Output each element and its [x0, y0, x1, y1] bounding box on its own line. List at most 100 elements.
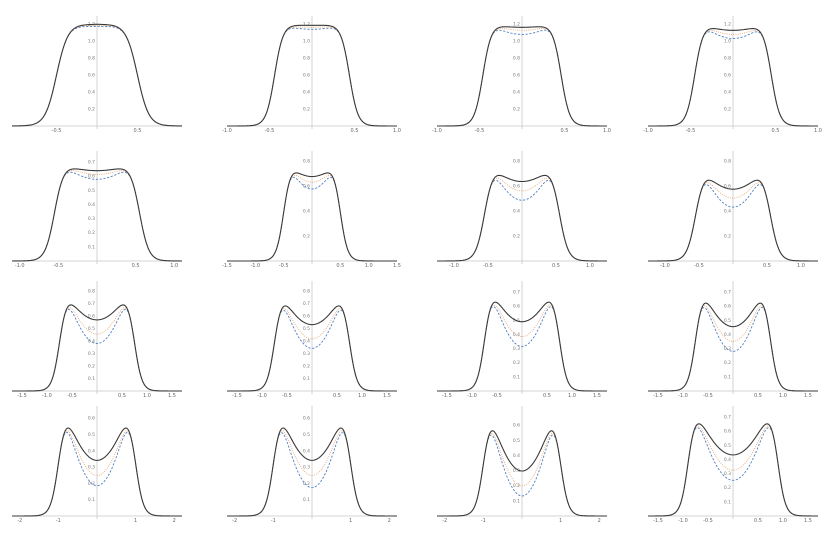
x-tick-label: -1 [481, 518, 486, 524]
y-tick-label: 0.5 [513, 438, 520, 444]
x-tick-label: -1.0 [15, 263, 25, 269]
y-tick-label: 0.8 [303, 56, 310, 62]
series-line-solid [437, 301, 607, 392]
y-tick-label: 0.4 [513, 90, 520, 96]
x-tick-label: -0.5 [265, 128, 275, 134]
y-tick-label: 0.6 [88, 416, 95, 422]
y-tick-label: 0.4 [303, 90, 310, 96]
y-tick-label: 0.8 [513, 159, 520, 165]
x-tick-label: -1.0 [678, 393, 688, 399]
y-tick-label: 0.4 [303, 339, 310, 345]
x-tick-label: -2 [442, 518, 447, 524]
y-tick-label: 0.5 [724, 443, 731, 449]
y-tick-label: 0.4 [88, 448, 95, 454]
y-tick-label: 0.4 [88, 339, 95, 345]
y-tick-label: 0.6 [513, 184, 520, 190]
y-tick-label: 0.6 [303, 314, 310, 320]
x-tick-label: -0.5 [282, 393, 292, 399]
y-tick-label: 0.1 [513, 374, 520, 380]
x-tick-label: 1.5 [804, 518, 812, 524]
chart-panel-5: -1.0 -0.5 0.5 1.0 0.1 0.2 0.3 0.4 0.5 0.6 0.7 [12, 151, 182, 269]
x-tick-label: -1.0 [432, 128, 442, 134]
y-tick-label: 0.3 [303, 465, 310, 471]
x-tick-label: -0.5 [492, 393, 502, 399]
x-tick-label: -0.5 [67, 393, 77, 399]
x-tick-label: 1.0 [170, 263, 178, 269]
series-line-solid [648, 179, 818, 262]
y-tick-label: 0.5 [88, 188, 95, 194]
x-tick-label: 1.0 [814, 128, 822, 134]
y-tick-label: 0.4 [88, 90, 95, 96]
y-tick-label: 0.6 [724, 304, 731, 310]
y-tick-label: 0.5 [303, 326, 310, 332]
x-tick-label: 1.0 [393, 128, 401, 134]
y-tick-label: 0.1 [88, 376, 95, 382]
x-tick-label: -0.5 [483, 263, 493, 269]
y-tick-label: 0.6 [88, 174, 95, 180]
y-tick-label: 0.3 [88, 465, 95, 471]
x-tick-label: -1.0 [678, 518, 688, 524]
y-tick-label: 0.8 [724, 159, 731, 165]
series-line-solid [227, 172, 397, 262]
x-tick-label: 1.0 [358, 393, 366, 399]
y-tick-label: 0.4 [303, 209, 310, 215]
y-tick-label: 0.1 [303, 497, 310, 503]
y-tick-label: 0.1 [724, 499, 731, 505]
chart-panel-7: -1.0 -0.5 0.5 1.0 0.2 0.4 0.6 0.8 [437, 151, 607, 269]
y-tick-label: 0.1 [724, 374, 731, 380]
chart-panel-12: -1.5 -1.0 -0.5 0.5 1.0 1.50.10.20.30.40.50.60… [648, 281, 818, 399]
y-tick-label: 0.7 [724, 290, 731, 296]
y-tick-label: 0.3 [513, 346, 520, 352]
x-tick-label: 1 [134, 518, 137, 524]
y-tick-label: 0.4 [303, 448, 310, 454]
x-tick-label: -1.5 [17, 393, 27, 399]
y-tick-label: 0.2 [724, 234, 731, 240]
y-tick-label: 0.6 [724, 184, 731, 190]
y-tick-label: 0.5 [88, 326, 95, 332]
y-tick-label: 0.5 [303, 432, 310, 438]
y-tick-label: 0.2 [88, 364, 95, 370]
y-tick-label: 0.1 [513, 498, 520, 504]
y-tick-label: 0.8 [88, 56, 95, 62]
x-tick-label: -1.0 [660, 263, 670, 269]
x-tick-label: 2 [173, 518, 176, 524]
y-tick-label: 0.4 [724, 332, 731, 338]
y-tick-label: 0.1 [88, 244, 95, 250]
y-tick-label: 0.6 [513, 73, 520, 79]
x-tick-label: 1.5 [168, 393, 176, 399]
y-tick-label: 0.2 [513, 360, 520, 366]
x-tick-label: 1.0 [797, 263, 805, 269]
chart-panel-9: -1.5 -1.0 -0.5 0.5 1.0 1.5 0.1 0.2 0.3 0.4 0.5 0.6 0… [12, 281, 182, 399]
x-tick-label: -1.5 [222, 263, 232, 269]
x-tick-label: 0.5 [118, 393, 126, 399]
x-tick-label: 0.5 [543, 393, 551, 399]
y-tick-label: 0.2 [724, 107, 731, 113]
chart-panel-15: -2 -1 1 2 0.1 0.2 0.3 0.4 0.5 0.6 [437, 406, 607, 524]
x-tick-label: -1.0 [643, 128, 653, 134]
y-tick-label: 0.7 [88, 301, 95, 307]
x-tick-label: 1.0 [568, 393, 576, 399]
x-tick-label: 1.0 [779, 393, 787, 399]
x-tick-label: 0.5 [333, 393, 341, 399]
y-tick-label: 0.1 [303, 376, 310, 382]
y-tick-label: 0.4 [88, 202, 95, 208]
x-tick-label: -1 [56, 518, 61, 524]
y-tick-label: 0.2 [513, 234, 520, 240]
y-tick-label: 0.2 [303, 234, 310, 240]
y-tick-label: 0.2 [303, 107, 310, 113]
y-tick-label: 0.8 [303, 289, 310, 295]
series-line-dashed [12, 171, 182, 262]
chart-panel-10: -1.5 -1.0 -0.5 0.5 1.0 1.5 0.1 0.2 0.3 0.4 0.5 0.6 0… [227, 281, 397, 399]
y-tick-label: 0.2 [303, 481, 310, 487]
x-tick-label: -2 [17, 518, 22, 524]
series-line-solid [12, 304, 182, 392]
chart-panel-6: -1.5 -1.0 -0.5 0.5 1.0 1.5 0.2 0.4 0.6 0.8 [222, 151, 401, 269]
y-tick-label: 0.7 [513, 290, 520, 296]
series-line-dashed [648, 427, 818, 517]
x-tick-label: 1.0 [603, 128, 611, 134]
series-line-dotted [11, 24, 183, 127]
series-line-dotted [437, 28, 607, 127]
x-tick-label: -2 [232, 518, 237, 524]
x-tick-label: 0.5 [336, 263, 344, 269]
y-tick-label: 0.7 [724, 415, 731, 421]
